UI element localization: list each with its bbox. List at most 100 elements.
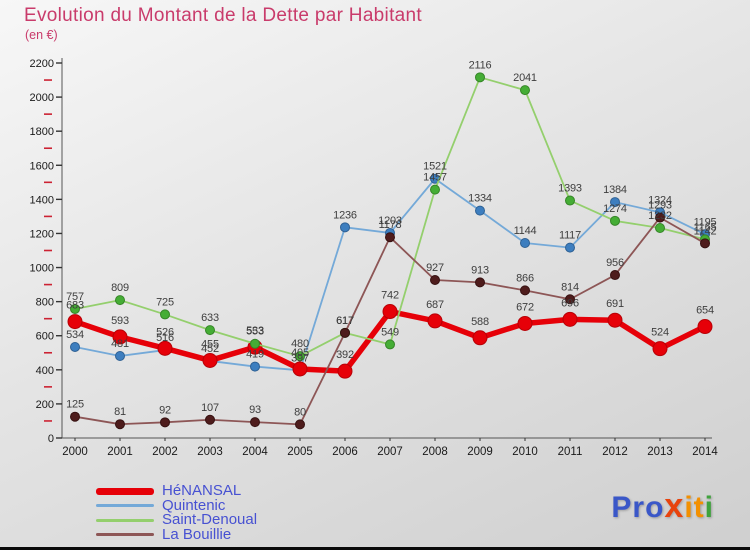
- y-tick-label: 600: [36, 331, 54, 343]
- legend-label-saint-denoual: Saint-Denoual: [162, 511, 258, 529]
- data-point: [472, 330, 488, 346]
- data-label: 1144: [514, 225, 537, 237]
- data-label: 1165: [694, 221, 717, 233]
- data-label: 588: [471, 316, 489, 328]
- data-point: [250, 361, 260, 372]
- data-point: [565, 294, 575, 305]
- data-point: [385, 232, 395, 243]
- data-label: 80: [294, 406, 306, 418]
- legend-label-quintenic: Quintenic: [162, 496, 226, 514]
- legend-item-saint-denoual: Saint-Denoual: [96, 511, 258, 529]
- x-tick-label: 2007: [377, 446, 403, 458]
- x-tick-label: 2008: [422, 446, 448, 458]
- data-label: 683: [66, 300, 84, 312]
- series-La Bouillie: [70, 212, 710, 430]
- data-label: 617: [336, 315, 354, 327]
- logo-part: x: [664, 487, 685, 525]
- data-label: 1117: [559, 230, 581, 242]
- chart-title: Evolution du Montant de la Dette par Hab…: [24, 5, 422, 26]
- x-tick-label: 2012: [602, 446, 628, 458]
- data-label: 956: [606, 257, 624, 269]
- x-tick-label: 2013: [647, 446, 673, 458]
- data-label: 866: [516, 272, 534, 284]
- y-tick-label: 2200: [30, 58, 54, 70]
- data-label: 1274: [603, 203, 627, 215]
- data-point: [565, 242, 575, 253]
- data-point: [430, 274, 440, 285]
- data-point: [340, 327, 350, 338]
- data-point: [562, 311, 578, 327]
- legend-label-la-bouillie: La Bouillie: [162, 525, 232, 543]
- data-label: 809: [111, 282, 129, 294]
- x-tick-label: 2001: [107, 446, 133, 458]
- data-label: 516: [156, 332, 174, 344]
- legend-swatch-saint-denoual: [96, 518, 154, 522]
- data-label: 1142: [694, 225, 717, 237]
- labels-Saint-Denoual: 757 809 725 633 553 480 617 549 1457 2116 2041 1393…: [66, 59, 717, 350]
- labels-La Bouillie: 125 81 92 107 93 80 617 1178 927 913 866 814 956 1293…: [66, 200, 717, 419]
- x-tick-label: 2004: [242, 446, 268, 458]
- data-point: [427, 313, 443, 329]
- legend-swatch-henansal: [96, 487, 154, 495]
- data-label: 107: [201, 402, 219, 414]
- data-label: 654: [696, 305, 714, 317]
- data-point: [70, 341, 80, 352]
- data-label: 1236: [333, 209, 357, 221]
- logo-part: Pro: [611, 491, 665, 524]
- data-point: [610, 270, 620, 281]
- y-tick-label: 800: [36, 297, 54, 309]
- legend-item-quintenic: Quintenic: [96, 496, 257, 514]
- data-label: 672: [516, 301, 534, 313]
- series-Saint-Denoual: [70, 72, 710, 362]
- data-point: [655, 223, 665, 233]
- data-label: 1232: [648, 210, 672, 222]
- data-point: [475, 72, 485, 83]
- data-label: 405: [291, 347, 309, 359]
- data-point: [517, 315, 533, 331]
- legend-item-henansal: HéNANSAL: [96, 483, 257, 499]
- data-point: [520, 238, 530, 248]
- data-label: 524: [651, 327, 669, 339]
- logo-part: it: [684, 491, 705, 524]
- data-label: 633: [201, 312, 219, 324]
- data-label: 534: [66, 329, 84, 341]
- data-point: [607, 312, 623, 328]
- data-label: 927: [426, 262, 444, 274]
- data-point: [202, 352, 218, 368]
- x-tick-label: 2003: [197, 446, 223, 458]
- data-label: 1203: [378, 215, 402, 227]
- data-label: 392: [336, 349, 354, 361]
- data-point: [475, 205, 485, 216]
- y-tick-label: 1400: [30, 194, 54, 206]
- data-label: 481: [111, 338, 129, 350]
- chart-subtitle: (en €): [25, 28, 58, 42]
- data-label: 480: [291, 338, 309, 350]
- x-tick-label: 2000: [62, 446, 88, 458]
- data-point: [652, 341, 668, 357]
- x-tick-label: 2006: [332, 446, 358, 458]
- data-label: 617: [336, 315, 354, 327]
- x-tick-label: 2014: [692, 446, 718, 458]
- data-label: 419: [246, 349, 264, 361]
- proxiti-logo: Proxiti: [611, 487, 714, 526]
- data-point: [655, 212, 665, 223]
- data-label: 92: [159, 404, 171, 416]
- data-label: 1293: [648, 200, 672, 212]
- data-point: [565, 195, 575, 206]
- data-point: [115, 295, 125, 306]
- logo-part: i: [704, 491, 714, 524]
- y-tick-label: 400: [36, 365, 54, 377]
- y-tick-label: 1600: [30, 160, 54, 172]
- data-point: [295, 351, 305, 362]
- data-label: 81: [114, 406, 126, 418]
- data-label: 1334: [468, 193, 492, 205]
- data-label: 553: [246, 326, 264, 338]
- data-point: [115, 351, 125, 362]
- data-point: [475, 277, 485, 288]
- data-label: 814: [561, 281, 579, 293]
- data-point: [430, 184, 440, 195]
- data-label: 757: [66, 291, 84, 303]
- x-tick-label: 2002: [152, 446, 178, 458]
- data-label: 1393: [558, 183, 582, 195]
